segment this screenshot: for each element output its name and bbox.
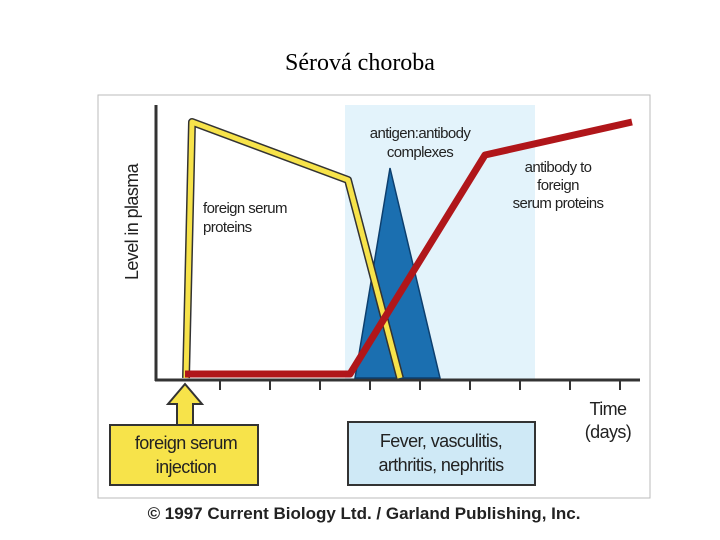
label: antibody to: [525, 159, 592, 176]
x-ticks: [219, 380, 621, 390]
label: Fever, vasculitis,: [380, 431, 502, 451]
y-label: Level in plasma: [122, 162, 142, 280]
label: foreign serum: [203, 200, 287, 217]
injection-box: [109, 424, 259, 486]
label: foreign serum: [135, 433, 237, 453]
title: Sérová choroba: [285, 50, 435, 76]
x-label: Time: [590, 399, 628, 419]
label: serum proteins: [513, 195, 604, 212]
label: proteins: [203, 219, 252, 236]
label: antigen:antibody: [370, 125, 472, 142]
serum-line: [183, 119, 403, 379]
label: complexes: [387, 144, 453, 161]
antibody-line: [185, 118, 633, 378]
symptoms-box: [347, 421, 536, 486]
label: arthritis, nephritis: [378, 455, 504, 475]
copyright: © 1997 Current Biology Ltd. / Garland Pu…: [148, 504, 581, 523]
label: injection: [156, 457, 217, 477]
label: foreign: [537, 177, 579, 194]
x-label: (days): [585, 422, 631, 442]
